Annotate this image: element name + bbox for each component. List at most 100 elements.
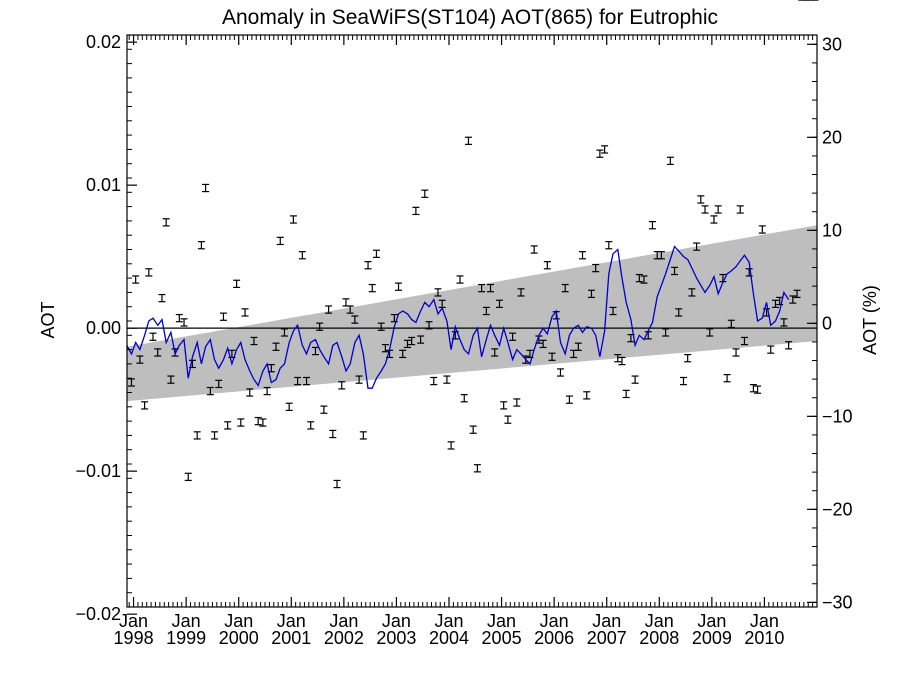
data-point [513,398,521,407]
data-point [596,149,604,158]
right-tick-label: −30 [822,592,853,612]
data-point [736,205,744,214]
data-point [530,245,538,254]
data-point [127,378,135,387]
data-point [377,322,385,331]
data-point [346,305,354,314]
right-tick-label: 20 [822,127,842,147]
data-point [381,343,389,353]
data-point [635,273,643,283]
x-tick-month: Jan [172,611,201,631]
data-point [417,335,425,344]
x-tick-year: 1999 [166,628,206,648]
data-point [732,348,740,357]
data-point [749,384,757,393]
data-point [184,472,192,482]
x-tick-year: 2000 [219,628,259,648]
data-point [390,313,398,323]
data-point [543,261,551,270]
data-point [740,336,748,346]
data-point [359,431,367,440]
data-point [548,352,556,361]
x-tick-year: 2002 [324,628,364,648]
data-point [333,479,341,489]
data-point [158,293,166,303]
data-point [338,381,346,390]
data-point [215,379,223,389]
data-point [469,425,477,434]
data-point [464,136,472,145]
data-point [618,356,626,366]
left-tick-label: 0.01 [86,175,121,195]
data-point [565,395,573,404]
data-point [280,328,288,337]
data-point [372,249,380,258]
data-point [320,405,328,414]
data-point [605,241,613,250]
left-tick-label: 0.00 [86,318,121,338]
x-tick-month: Jan [329,611,358,631]
data-point [780,318,788,327]
data-point [175,313,183,323]
data-point [254,416,262,426]
left-tick-label: −0.02 [75,604,121,624]
data-point [276,236,284,246]
data-point [311,346,319,356]
data-point [211,431,219,440]
data-point [561,283,569,293]
data-point [478,283,486,293]
data-point [609,306,617,316]
left-tick-label: −0.01 [75,461,121,481]
data-point [491,348,499,357]
x-tick-month: Jan [697,611,726,631]
right-tick-label: −10 [822,406,853,426]
data-point [259,418,267,427]
data-point [233,279,241,288]
data-point [364,261,372,270]
x-tick-month: Jan [224,611,253,631]
data-point [482,306,490,316]
x-tick-year: 2004 [429,628,469,648]
data-point [447,441,455,450]
data-point [500,401,508,410]
data-point [640,275,648,284]
data-point [648,221,656,230]
data-point [325,305,333,314]
plot-area [126,0,819,608]
x-tick-year: 2003 [376,628,416,648]
data-point [246,388,254,397]
data-point [219,312,227,321]
data-point [206,386,214,396]
data-point [697,195,705,204]
data-point [403,339,411,349]
right-tick-label: 0 [822,313,832,333]
data-point [587,289,595,299]
data-point [592,263,600,273]
data-point [727,319,735,329]
left-y-axis-label: AOT [38,301,58,338]
right-tick-label: 10 [822,220,842,240]
x-tick-month: Jan [434,611,463,631]
data-point [693,242,701,251]
data-point [443,375,451,384]
x-tick-year: 2010 [744,628,784,648]
data-point [706,328,714,337]
data-point [710,215,718,224]
right-tick-label: 30 [822,34,842,54]
data-point [237,418,245,427]
monthly-points [127,0,819,489]
data-point [771,299,779,309]
right-y-axis-label: AOT (%) [860,285,880,355]
x-tick-year: 2007 [587,628,627,648]
x-tick-year: 2009 [692,628,732,648]
data-point [662,328,670,337]
data-point [456,275,464,284]
data-point [162,218,170,227]
data-point [202,183,210,193]
data-point [149,332,157,341]
data-point [460,394,468,403]
data-point [141,401,149,410]
running-mean-line [126,245,790,389]
data-point [425,321,433,330]
